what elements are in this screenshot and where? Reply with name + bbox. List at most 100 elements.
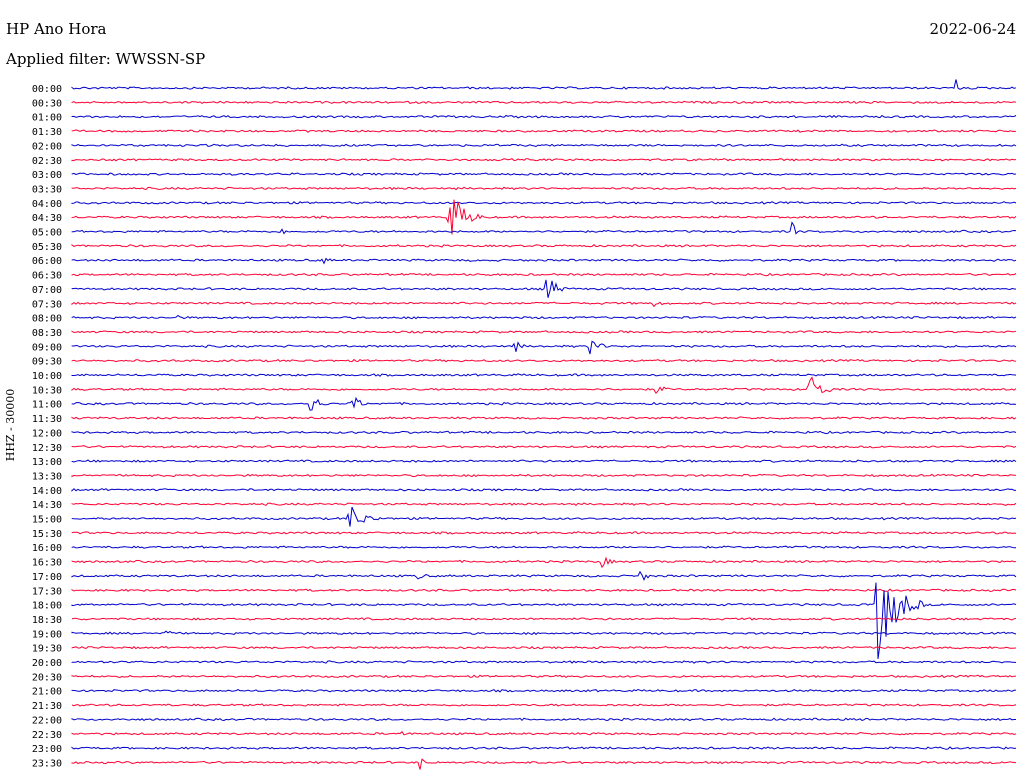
trace-line-2230 <box>71 730 1017 736</box>
trace-line-1430 <box>71 502 1017 506</box>
trace-line-0100 <box>71 114 1017 119</box>
time-tick-1300: 13:00 <box>32 457 62 468</box>
trace-line-1830 <box>71 617 1017 621</box>
time-tick-0100: 01:00 <box>32 113 62 124</box>
time-tick-1000: 10:00 <box>32 371 62 382</box>
time-tick-1530: 15:30 <box>32 529 62 540</box>
trace-line-0630 <box>71 272 1017 277</box>
time-tick-2300: 23:00 <box>32 744 62 755</box>
time-label-group: 00:00 00:30 01:00 01:30 02:00 02:30 03:00 03:30… <box>32 84 62 769</box>
trace-line-1230 <box>71 445 1017 449</box>
time-tick-1700: 17:00 <box>32 572 62 583</box>
trace-line-0230 <box>71 158 1017 162</box>
time-tick-0830: 08:30 <box>32 328 62 339</box>
time-tick-1030: 10:30 <box>32 385 62 396</box>
trace-line-0400 <box>71 201 1017 205</box>
trace-line-0930 <box>71 358 1017 363</box>
trace-line-0500 <box>71 221 1017 235</box>
trace-line-1900 <box>71 630 1017 636</box>
trace-line-1730 <box>71 588 1017 592</box>
time-tick-0200: 02:00 <box>32 141 62 152</box>
time-tick-0230: 02:30 <box>32 156 62 167</box>
trace-line-0800 <box>71 314 1017 320</box>
time-tick-2230: 22:30 <box>32 730 62 741</box>
time-tick-1930: 19:30 <box>32 644 62 655</box>
time-tick-1400: 14:00 <box>32 486 62 497</box>
trace-line-1930 <box>71 645 1017 650</box>
time-tick-1800: 18:00 <box>32 601 62 612</box>
time-tick-2030: 20:30 <box>32 672 62 683</box>
trace-line-1530 <box>71 531 1017 535</box>
trace-line-0430 <box>71 199 1017 235</box>
trace-line-1630 <box>71 556 1017 569</box>
time-tick-0930: 09:30 <box>32 357 62 368</box>
trace-line-2000 <box>71 660 1017 664</box>
time-tick-0900: 09:00 <box>32 342 62 353</box>
time-tick-0800: 08:00 <box>32 314 62 325</box>
time-tick-1200: 12:00 <box>32 428 62 439</box>
trace-line-1330 <box>71 473 1017 478</box>
time-tick-1830: 18:30 <box>32 615 62 626</box>
trace-line-2130 <box>71 703 1017 707</box>
trace-line-1700 <box>71 570 1017 581</box>
trace-line-0900 <box>71 340 1017 355</box>
trace-line-1000 <box>71 373 1017 377</box>
trace-line-2300 <box>71 746 1017 750</box>
trace-line-2200 <box>71 717 1016 722</box>
time-tick-0030: 00:30 <box>32 98 62 109</box>
time-tick-0600: 06:00 <box>32 256 62 267</box>
trace-line-1500 <box>71 506 1017 527</box>
time-tick-2330: 23:30 <box>32 758 62 769</box>
time-tick-1730: 17:30 <box>32 586 62 597</box>
trace-line-2100 <box>71 688 1017 693</box>
time-tick-0530: 05:30 <box>32 242 62 253</box>
time-tick-2100: 21:00 <box>32 687 62 698</box>
trace-line-0700 <box>71 279 1017 298</box>
trace-line-1600 <box>71 545 1016 549</box>
trace-line-2330 <box>71 758 1017 770</box>
trace-line-0000 <box>71 79 1017 90</box>
trace-line-0030 <box>71 100 1017 105</box>
time-tick-1100: 11:00 <box>32 400 62 411</box>
trace-line-1030 <box>71 376 1017 395</box>
time-tick-0500: 05:00 <box>32 228 62 239</box>
time-tick-1330: 13:30 <box>32 471 62 482</box>
trace-line-1130 <box>71 416 1017 420</box>
time-tick-1230: 12:30 <box>32 443 62 454</box>
time-tick-0430: 04:30 <box>32 213 62 224</box>
trace-line-0200 <box>71 143 1017 148</box>
trace-line-0300 <box>71 172 1017 176</box>
y-axis-label: HHZ - 30000 <box>4 389 17 462</box>
time-tick-2130: 21:30 <box>32 701 62 712</box>
time-tick-1130: 11:30 <box>32 414 62 425</box>
trace-line-1200 <box>71 430 1017 435</box>
trace-line-1400 <box>71 488 1017 492</box>
trace-line-0130 <box>71 129 1017 133</box>
time-tick-0300: 03:00 <box>32 170 62 181</box>
time-tick-0000: 00:00 <box>32 84 62 95</box>
time-tick-1630: 16:30 <box>32 558 62 569</box>
trace-line-1100 <box>71 396 1017 411</box>
trace-line-0730 <box>71 301 1017 308</box>
time-tick-0630: 06:30 <box>32 271 62 282</box>
date-label: 2022-06-24 <box>929 20 1016 38</box>
trace-line-0530 <box>71 244 1017 248</box>
time-tick-0130: 01:30 <box>32 127 62 138</box>
station-title: HP Ano Hora <box>6 20 107 38</box>
trace-line-0600 <box>71 257 1017 265</box>
trace-line-1300 <box>71 459 1017 463</box>
time-tick-2000: 20:00 <box>32 658 62 669</box>
trace-line-0830 <box>71 330 1017 334</box>
trace-line-0330 <box>71 186 1017 191</box>
trace-group <box>71 79 1017 770</box>
time-tick-2200: 22:00 <box>32 715 62 726</box>
time-tick-1900: 19:00 <box>32 629 62 640</box>
time-tick-0700: 07:00 <box>32 285 62 296</box>
trace-line-1800 <box>71 582 1017 659</box>
time-tick-1430: 14:30 <box>32 500 62 511</box>
time-tick-1500: 15:00 <box>32 515 62 526</box>
time-tick-0730: 07:30 <box>32 299 62 310</box>
filter-label: Applied filter: WWSSN-SP <box>6 50 206 68</box>
time-tick-0400: 04:00 <box>32 199 62 210</box>
